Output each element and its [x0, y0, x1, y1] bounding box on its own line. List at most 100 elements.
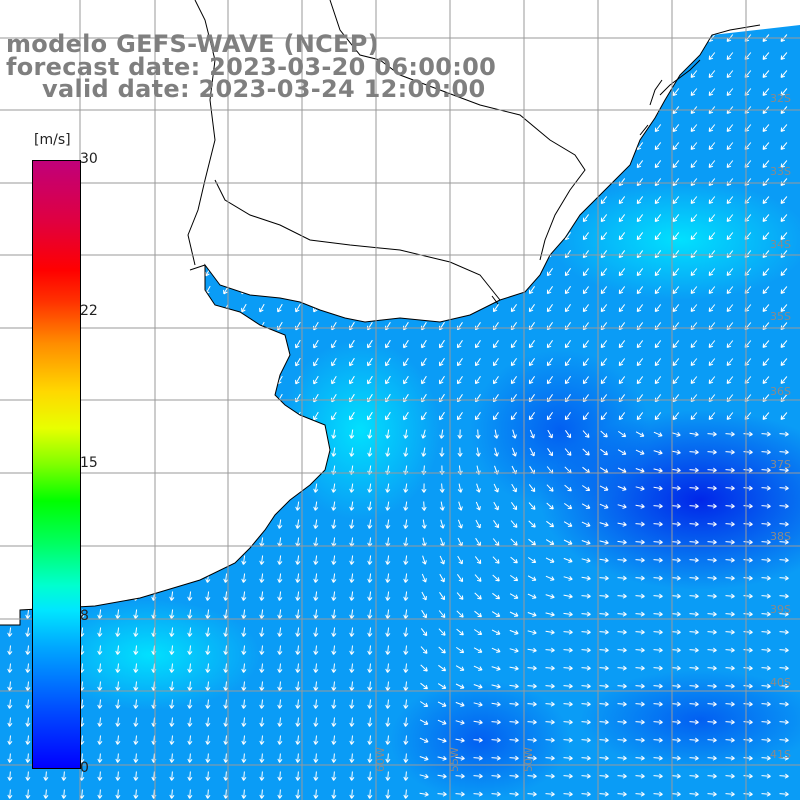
wind-arrow: [617, 557, 627, 563]
wind-arrow: [169, 429, 175, 439]
wind-arrow: [600, 178, 608, 187]
wind-arrow: [403, 501, 409, 511]
wind-arrow: [313, 771, 319, 781]
wind-arrow: [581, 773, 591, 779]
wind-arrow: [493, 447, 499, 457]
wind-arrow: [635, 629, 645, 635]
wind-arrow: [600, 412, 608, 421]
wind-arrow: [187, 537, 193, 547]
wind-arrow: [545, 683, 555, 689]
wind-arrow: [419, 756, 429, 761]
wind-arrow: [457, 124, 463, 133]
wind-arrow: [492, 538, 500, 546]
wind-arrow: [779, 629, 789, 635]
wind-arrow: [635, 791, 645, 797]
wind-arrow: [205, 339, 211, 349]
wind-arrow: [295, 771, 301, 781]
wind-arrow: [743, 683, 753, 689]
wind-arrow: [187, 609, 193, 619]
wind-arrow: [403, 717, 409, 727]
wind-arrow: [25, 627, 31, 637]
wind-arrow: [437, 719, 447, 725]
wind-arrow: [563, 539, 573, 545]
wind-arrow: [7, 393, 13, 403]
wind-arrow: [313, 429, 319, 439]
wind-arrow: [115, 519, 121, 529]
wind-arrow: [403, 267, 409, 277]
wind-arrow: [527, 647, 537, 653]
wind-arrow: [779, 539, 789, 545]
wind-arrow: [635, 557, 645, 563]
wind-arrow: [707, 503, 717, 509]
wind-arrow: [654, 142, 662, 151]
wind-arrow: [457, 340, 463, 349]
wind-arrow: [385, 627, 391, 637]
wind-arrow: [187, 177, 193, 187]
wind-arrow: [367, 249, 373, 259]
wind-arrow: [223, 555, 229, 565]
wind-arrow: [743, 665, 753, 671]
wind-arrow: [259, 159, 265, 169]
wind-arrow: [545, 629, 555, 635]
wind-arrow: [725, 485, 735, 491]
wind-arrow: [403, 663, 409, 673]
wind-arrow: [25, 735, 31, 745]
wind-arrow: [331, 501, 337, 511]
wind-arrow: [635, 431, 645, 437]
wind-arrow: [708, 340, 716, 348]
wind-arrow: [259, 591, 265, 601]
wind-arrow: [690, 232, 698, 240]
wind-arrow: [689, 431, 699, 437]
wind-arrow: [493, 340, 499, 349]
wind-arrow: [7, 123, 13, 133]
wind-arrow: [295, 177, 301, 187]
wind-arrow: [600, 214, 608, 223]
wind-arrow: [709, 17, 715, 24]
wind-arrow: [618, 70, 626, 79]
wind-arrow: [403, 303, 409, 313]
wind-arrow: [725, 683, 735, 689]
wind-arrow: [241, 501, 247, 511]
wind-arrow: [726, 358, 734, 366]
wind-arrow: [491, 701, 501, 707]
wind-arrow: [115, 753, 121, 763]
wind-arrow: [259, 411, 265, 421]
wind-arrow: [115, 771, 121, 781]
wind-arrow: [457, 214, 463, 223]
wind-arrow: [97, 555, 103, 565]
wind-arrow: [277, 753, 283, 763]
wind-arrow: [25, 573, 31, 583]
wind-arrow: [133, 717, 139, 727]
wind-arrow: [511, 483, 517, 493]
wind-arrow: [582, 448, 590, 456]
wind-arrow: [169, 555, 175, 565]
wind-arrow: [582, 340, 590, 349]
wind-arrow: [617, 737, 627, 743]
wind-arrow: [169, 321, 175, 331]
wind-arrow: [277, 177, 283, 187]
wind-arrow: [690, 214, 698, 222]
wind-arrow: [528, 376, 536, 385]
wind-arrow: [582, 142, 590, 151]
wind-arrow: [133, 609, 139, 619]
wind-arrow: [115, 375, 121, 385]
wind-arrow: [654, 70, 662, 79]
wind-arrow: [205, 213, 211, 223]
wind-arrow: [707, 521, 717, 527]
wind-arrow: [259, 447, 265, 457]
wind-arrow: [295, 375, 301, 385]
wind-arrow: [241, 447, 247, 457]
wind-arrow: [133, 159, 139, 169]
wind-arrow: [491, 755, 501, 761]
wind-arrow: [385, 717, 391, 727]
wind-arrow: [708, 376, 716, 384]
wind-arrow: [618, 250, 626, 259]
wind-arrow: [259, 699, 265, 709]
wind-arrow: [25, 195, 31, 205]
wind-arrow: [313, 735, 319, 745]
wind-arrow: [475, 142, 481, 151]
wind-arrow: [563, 791, 573, 797]
wind-arrow: [455, 719, 465, 725]
wind-arrow: [438, 646, 446, 654]
wind-arrow: [313, 339, 319, 349]
